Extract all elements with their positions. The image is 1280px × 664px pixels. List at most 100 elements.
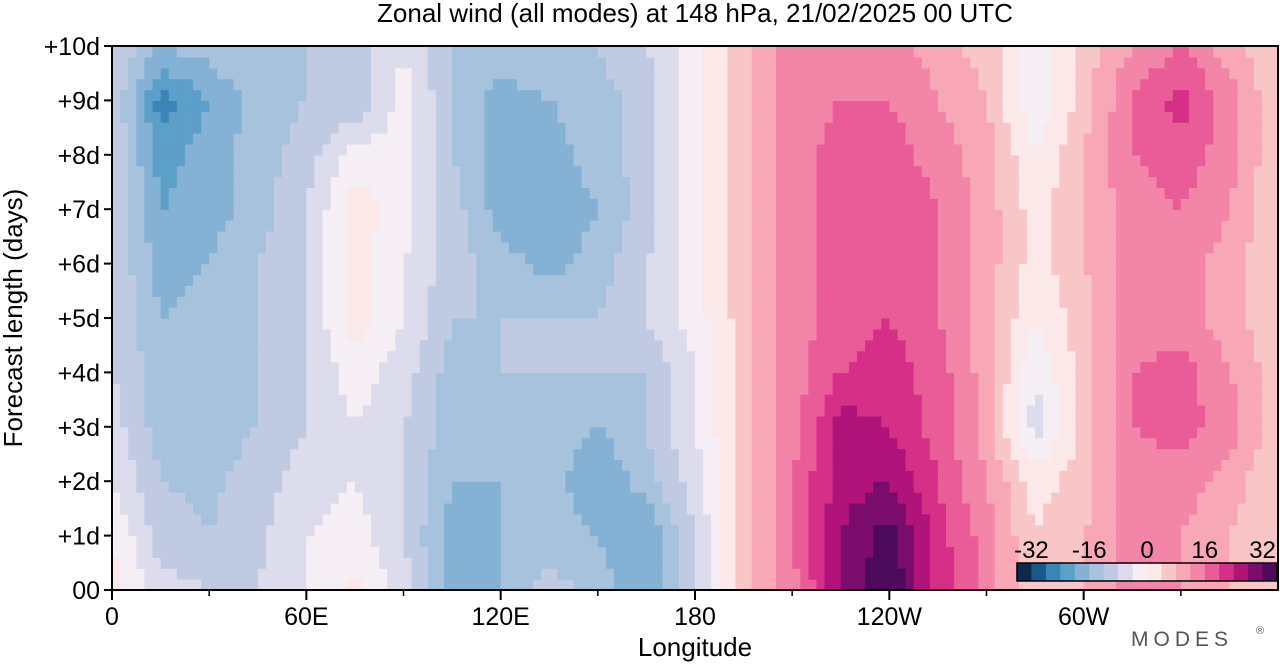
heatmap-cell xyxy=(735,437,745,450)
heatmap-cell xyxy=(654,437,664,450)
heatmap-cell xyxy=(686,263,696,276)
heatmap-cell xyxy=(622,502,631,515)
heatmap-cell xyxy=(832,252,842,265)
heatmap-cell xyxy=(808,502,818,515)
heatmap-cell xyxy=(419,328,429,341)
heatmap-cell xyxy=(217,502,226,515)
heatmap-cell xyxy=(508,285,518,297)
heatmap-cell xyxy=(1018,448,1028,461)
heatmap-cell xyxy=(354,524,364,537)
heatmap-cell xyxy=(962,470,971,482)
heatmap-cell xyxy=(427,579,437,590)
heatmap-cell xyxy=(1026,241,1036,254)
heatmap-cell xyxy=(533,350,542,363)
heatmap-cell xyxy=(176,448,186,461)
heatmap-cell xyxy=(913,285,923,297)
heatmap-cell xyxy=(1261,318,1271,330)
heatmap-cell xyxy=(1253,307,1263,319)
heatmap-cell xyxy=(144,492,154,504)
heatmap-cell xyxy=(735,448,745,461)
heatmap-cell xyxy=(1124,492,1133,504)
heatmap-cell xyxy=(184,513,194,526)
heatmap-cell xyxy=(1116,579,1125,590)
heatmap-cell xyxy=(1237,241,1247,254)
heatmap-cell xyxy=(759,579,769,590)
heatmap-cell xyxy=(670,372,680,384)
heatmap-cell xyxy=(784,220,793,232)
heatmap-cell xyxy=(201,426,210,439)
heatmap-cell xyxy=(865,568,874,580)
heatmap-cell xyxy=(686,513,696,526)
heatmap-cell xyxy=(856,307,866,319)
heatmap-cell xyxy=(136,459,145,471)
heatmap-cell xyxy=(614,339,623,352)
heatmap-cell xyxy=(217,426,226,439)
heatmap-cell xyxy=(1067,415,1077,428)
heatmap-cell xyxy=(354,535,364,548)
heatmap-cell xyxy=(265,546,275,558)
heatmap-cell xyxy=(354,415,364,428)
heatmap-cell xyxy=(363,470,372,482)
heatmap-cell xyxy=(735,209,745,221)
heatmap-cell xyxy=(152,524,162,537)
heatmap-cell xyxy=(881,383,890,395)
heatmap-cell xyxy=(395,220,405,232)
heatmap-cell xyxy=(589,252,599,265)
heatmap-cell xyxy=(873,415,882,428)
heatmap-cell xyxy=(597,502,607,515)
heatmap-cell xyxy=(743,579,753,590)
heatmap-cell xyxy=(427,568,437,580)
heatmap-cell xyxy=(614,394,623,406)
heatmap-cell xyxy=(249,579,259,590)
heatmap-cell xyxy=(265,296,275,308)
heatmap-cell xyxy=(435,546,445,558)
heatmap-cell xyxy=(743,285,753,297)
heatmap-cell xyxy=(395,481,405,493)
heatmap-cell xyxy=(192,415,202,428)
heatmap-cell xyxy=(557,230,567,243)
heatmap-cell xyxy=(1140,361,1150,373)
heatmap-cell xyxy=(605,230,615,243)
heatmap-cell xyxy=(978,394,988,406)
heatmap-cell xyxy=(1132,263,1141,276)
heatmap-cell xyxy=(856,252,866,265)
heatmap-cell xyxy=(1180,350,1190,363)
heatmap-cell xyxy=(759,350,769,363)
heatmap-cell xyxy=(921,492,931,504)
heatmap-cell xyxy=(225,230,235,243)
heatmap-cell xyxy=(379,230,388,243)
heatmap-cell xyxy=(306,372,316,384)
heatmap-cell xyxy=(565,492,575,504)
heatmap-cell xyxy=(136,502,145,515)
heatmap-cell xyxy=(970,579,980,590)
heatmap-cell xyxy=(209,437,218,450)
heatmap-cell xyxy=(638,252,648,265)
heatmap-cell xyxy=(751,296,761,308)
heatmap-cell xyxy=(719,230,728,243)
heatmap-cell xyxy=(654,318,664,330)
heatmap-cell xyxy=(1010,557,1020,569)
heatmap-cell xyxy=(589,470,599,482)
heatmap-cell xyxy=(209,318,218,330)
heatmap-cell xyxy=(978,448,988,461)
heatmap-cell xyxy=(1116,405,1125,417)
heatmap-cell xyxy=(338,426,348,439)
heatmap-cell xyxy=(290,318,299,330)
heatmap-cell xyxy=(460,328,469,341)
heatmap-cell xyxy=(379,415,388,428)
heatmap-cell xyxy=(1140,220,1150,232)
heatmap-cell xyxy=(395,361,405,373)
heatmap-cell xyxy=(954,350,963,363)
heatmap-cell xyxy=(1164,372,1174,384)
heatmap-cell xyxy=(144,579,154,590)
heatmap-cell xyxy=(1067,274,1077,286)
heatmap-cell xyxy=(1132,470,1141,482)
heatmap-cell xyxy=(1002,350,1012,363)
heatmap-cell xyxy=(1188,307,1198,319)
heatmap-cell xyxy=(929,524,939,537)
heatmap-cell xyxy=(913,535,923,548)
heatmap-cell xyxy=(363,383,372,395)
heatmap-cell xyxy=(630,328,639,341)
heatmap-cell xyxy=(711,230,720,243)
heatmap-cell xyxy=(1002,405,1012,417)
